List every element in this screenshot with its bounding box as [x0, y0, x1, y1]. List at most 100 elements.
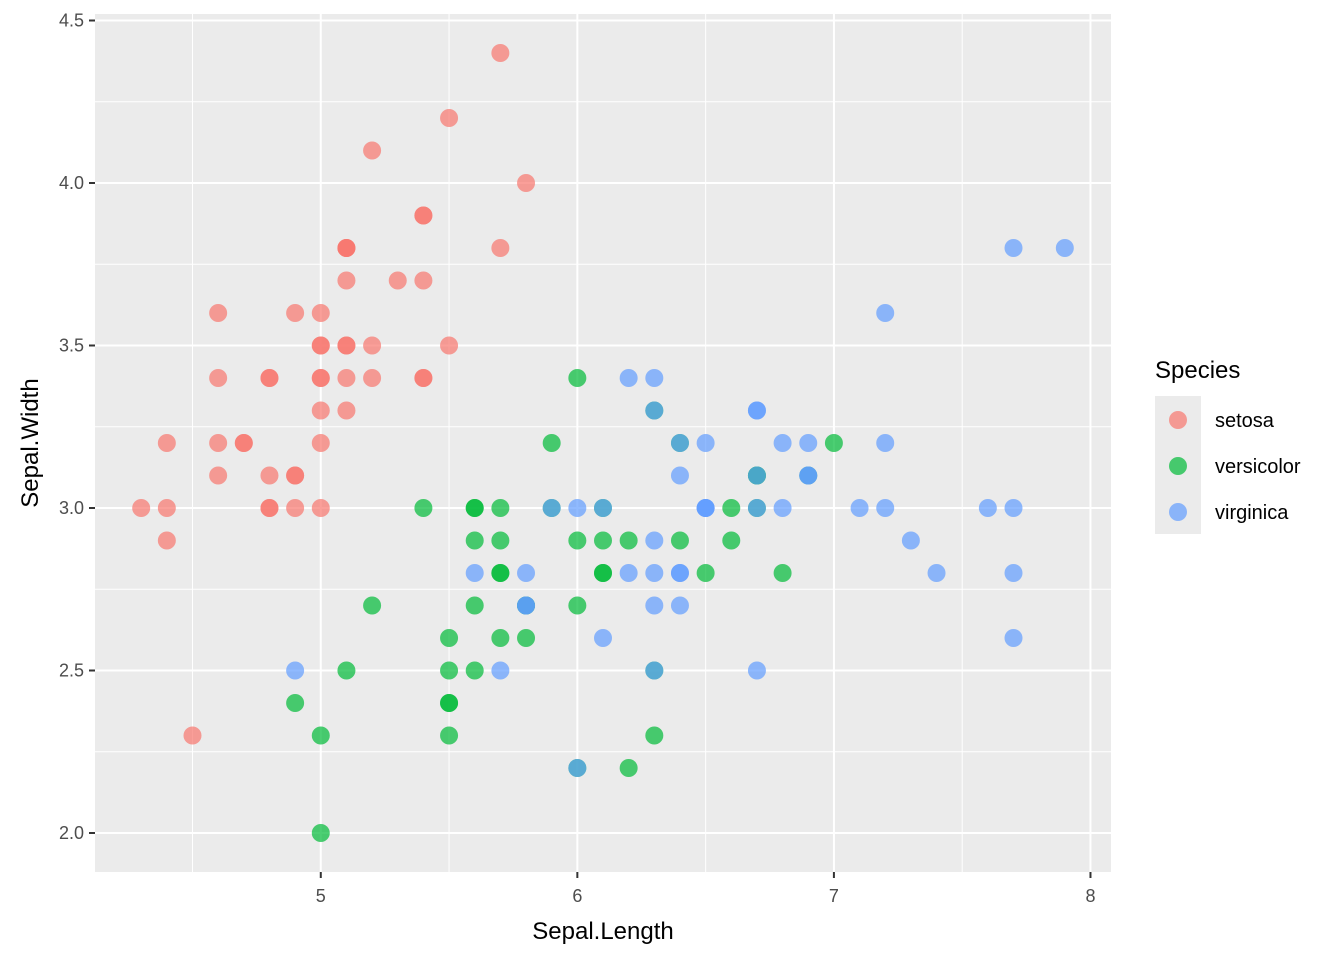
data-point-setosa: [157, 434, 176, 452]
legend-title: Species: [1155, 357, 1240, 384]
data-point-virginica: [491, 661, 510, 680]
data-point-versicolor: [440, 726, 459, 745]
data-point-versicolor: [619, 531, 638, 550]
data-point-versicolor: [568, 531, 587, 550]
data-point-setosa: [337, 271, 356, 290]
data-point-virginica: [1055, 239, 1074, 257]
data-point-setosa: [337, 336, 356, 355]
y-tick-label: 3.0: [59, 498, 84, 518]
data-point-virginica: [645, 401, 664, 420]
data-point-virginica: [876, 304, 895, 322]
data-point-setosa: [209, 434, 228, 452]
data-point-virginica: [568, 759, 587, 777]
data-point-virginica: [619, 369, 638, 387]
data-point-virginica: [747, 499, 766, 517]
data-point-virginica: [670, 434, 689, 452]
data-point-versicolor: [722, 531, 741, 550]
data-point-versicolor: [773, 564, 792, 582]
data-point-setosa: [260, 369, 279, 387]
x-tick-label: 5: [316, 886, 326, 906]
data-point-setosa: [491, 44, 510, 62]
data-point-setosa: [311, 336, 330, 355]
data-point-setosa: [414, 271, 433, 290]
data-point-setosa: [260, 466, 279, 485]
data-point-setosa: [209, 466, 228, 485]
y-tick-label: 2.0: [59, 823, 84, 843]
data-point-virginica: [876, 434, 895, 452]
data-point-virginica: [901, 531, 920, 550]
data-point-virginica: [594, 499, 612, 517]
data-point-virginica: [747, 466, 766, 485]
data-point-versicolor: [491, 629, 510, 647]
y-axis-title: Sepal.Width: [17, 378, 44, 507]
data-point-virginica: [747, 661, 766, 680]
data-point-versicolor: [311, 824, 330, 842]
data-point-versicolor: [722, 499, 741, 517]
data-point-virginica: [747, 401, 766, 420]
data-point-virginica: [670, 466, 689, 485]
data-point-versicolor: [286, 694, 305, 712]
x-tick-label: 6: [572, 886, 582, 906]
data-point-setosa: [311, 434, 330, 452]
data-point-versicolor: [670, 531, 689, 550]
y-tick-label: 4.5: [59, 11, 84, 31]
data-point-setosa: [311, 304, 330, 322]
plot-panel: [95, 14, 1111, 872]
data-point-setosa: [440, 109, 459, 127]
data-point-setosa: [363, 336, 382, 355]
data-point-versicolor: [465, 499, 484, 517]
data-point-versicolor: [696, 564, 715, 582]
y-tick-label: 3.5: [59, 336, 84, 356]
data-point-virginica: [619, 564, 638, 582]
data-point-versicolor: [465, 661, 484, 680]
data-point-virginica: [850, 499, 869, 517]
data-point-setosa: [157, 499, 176, 517]
legend-key-setosa: [1169, 411, 1187, 429]
data-point-setosa: [311, 401, 330, 420]
x-tick-label: 8: [1085, 886, 1095, 906]
data-point-virginica: [645, 369, 664, 387]
series-virginica: [286, 239, 1074, 777]
data-point-virginica: [1004, 499, 1023, 517]
data-point-setosa: [260, 499, 279, 517]
data-point-setosa: [337, 369, 356, 387]
data-point-versicolor: [645, 726, 664, 745]
data-point-virginica: [696, 434, 715, 452]
legend-label-virginica: virginica: [1215, 502, 1289, 524]
data-point-setosa: [491, 239, 510, 257]
legend-label-versicolor: versicolor: [1215, 456, 1301, 478]
data-point-setosa: [157, 531, 176, 550]
data-point-virginica: [799, 434, 818, 452]
data-point-virginica: [645, 596, 664, 615]
data-point-virginica: [645, 531, 664, 550]
data-point-setosa: [337, 401, 356, 420]
data-point-setosa: [517, 174, 536, 192]
data-point-virginica: [645, 661, 664, 680]
data-point-setosa: [414, 369, 433, 387]
data-point-versicolor: [594, 531, 612, 550]
data-point-versicolor: [440, 694, 459, 712]
data-points: [132, 44, 1074, 842]
data-point-versicolor: [440, 629, 459, 647]
data-point-versicolor: [824, 434, 843, 452]
data-point-virginica: [1004, 564, 1023, 582]
data-point-versicolor: [465, 596, 484, 615]
data-point-setosa: [414, 206, 433, 225]
data-point-virginica: [286, 661, 305, 680]
data-point-setosa: [363, 369, 382, 387]
data-point-versicolor: [568, 596, 587, 615]
data-point-setosa: [363, 141, 382, 160]
data-point-setosa: [209, 369, 228, 387]
data-point-versicolor: [594, 564, 612, 582]
data-point-setosa: [209, 304, 228, 322]
series-setosa: [132, 44, 536, 745]
legend: Species setosa versicolor virginica: [1155, 357, 1301, 534]
data-point-virginica: [465, 564, 484, 582]
data-point-virginica: [670, 564, 689, 582]
data-point-virginica: [517, 596, 536, 615]
data-point-versicolor: [619, 759, 638, 777]
data-point-versicolor: [440, 661, 459, 680]
data-point-setosa: [234, 434, 253, 452]
data-point-setosa: [286, 499, 305, 517]
